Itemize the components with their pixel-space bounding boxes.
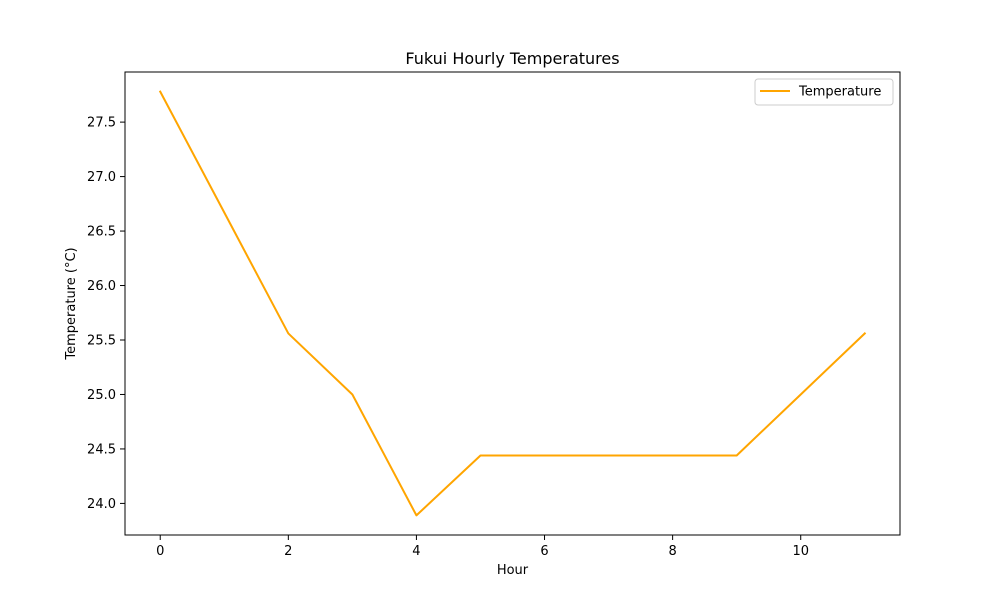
series-layer <box>158 90 867 517</box>
x-axis-ticks: 0 2 4 6 8 10 <box>156 535 809 559</box>
y-tick-label: 24.5 <box>87 442 116 457</box>
y-axis-ticks: 24.0 24.5 25.0 25.5 26.0 26.5 27.0 27.5 <box>87 116 125 512</box>
y-tick-label: 25.0 <box>87 388 116 403</box>
y-tick-label: 26.0 <box>87 279 116 294</box>
legend-box <box>754 78 894 106</box>
y-axis-label: Temperature (°C) <box>64 247 79 360</box>
x-tick-label: 4 <box>412 544 420 559</box>
plot-area-frame <box>124 71 901 536</box>
x-tick-label: 8 <box>668 544 676 559</box>
y-tick-label: 25.5 <box>87 333 116 348</box>
x-tick-label: 2 <box>284 544 292 559</box>
x-axis-label: Hour <box>497 563 529 578</box>
x-tick-label: 6 <box>540 544 548 559</box>
y-tick-label: 27.0 <box>87 170 116 185</box>
y-tick-label: 26.5 <box>87 225 116 240</box>
legend-label: Temperature <box>798 85 881 100</box>
legend: Temperature <box>754 78 894 106</box>
x-tick-label: 0 <box>156 544 164 559</box>
series-line-temperature <box>158 90 867 517</box>
y-tick-label: 27.5 <box>87 116 116 131</box>
y-tick-label: 24.0 <box>87 497 116 512</box>
chart-title: Fukui Hourly Temperatures <box>405 49 619 68</box>
x-tick-label: 10 <box>792 544 809 559</box>
